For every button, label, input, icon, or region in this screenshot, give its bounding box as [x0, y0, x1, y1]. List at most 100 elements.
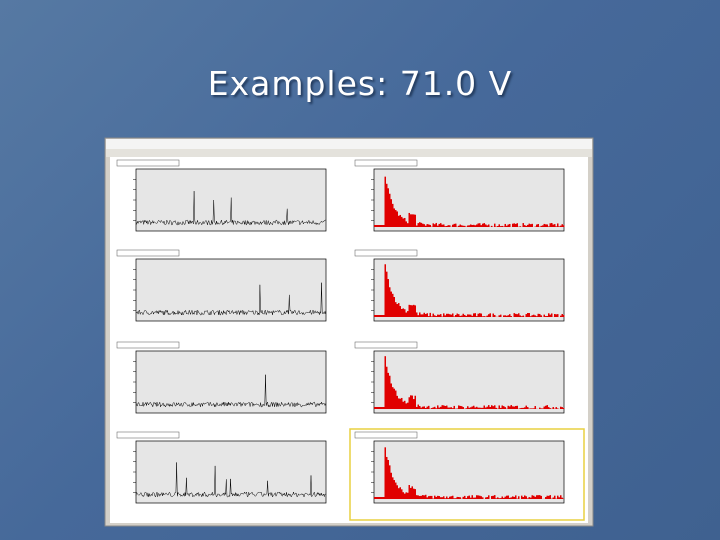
histogram-bar — [462, 225, 464, 227]
histogram-bar — [513, 406, 515, 409]
histogram-bar — [449, 407, 451, 409]
histogram-bar — [375, 497, 377, 499]
histogram-bar — [552, 407, 554, 409]
histogram-bar — [393, 208, 395, 227]
histogram-bar — [453, 223, 455, 227]
histogram-bar — [509, 406, 511, 409]
histogram-bar — [545, 316, 547, 317]
histogram-bar — [389, 193, 391, 227]
histogram-bar — [515, 313, 517, 317]
histogram-bar — [410, 305, 412, 317]
histogram-bar — [506, 225, 508, 227]
histogram-bar — [474, 225, 476, 227]
histogram-bar — [404, 217, 406, 227]
histogram-bar — [411, 395, 413, 409]
histogram-bar — [510, 497, 512, 499]
histogram-bar — [554, 224, 556, 227]
histogram-bar — [551, 223, 553, 227]
histogram-bar — [383, 407, 385, 409]
histogram-bar — [423, 312, 425, 317]
histogram-bar — [452, 408, 454, 409]
histogram-bar — [531, 495, 533, 499]
histogram-bar — [507, 405, 509, 409]
histogram-bar — [453, 498, 455, 499]
histogram-bar — [554, 314, 556, 317]
histogram-bar — [555, 407, 557, 409]
histogram-bar — [402, 218, 404, 227]
histogram-bar — [561, 224, 563, 227]
histogram-bar — [396, 395, 398, 409]
histogram-bar — [438, 223, 440, 227]
histogram-bar — [432, 313, 434, 317]
histogram-bar — [429, 495, 431, 499]
histogram-bar — [479, 495, 481, 499]
histogram-bar — [440, 314, 442, 317]
histogram-bar — [414, 305, 416, 317]
histogram-bar — [555, 226, 557, 227]
histogram-bar — [384, 356, 386, 409]
histogram-bar — [434, 406, 436, 409]
menu-bar — [106, 149, 592, 157]
histogram-bar — [426, 313, 428, 317]
histogram-bar — [531, 315, 533, 317]
histogram-bar — [431, 408, 433, 409]
histogram-bar — [537, 495, 539, 499]
histogram-bar — [441, 497, 443, 499]
histogram-bar — [419, 222, 421, 227]
histogram-bar — [530, 497, 532, 499]
histogram-bar — [525, 405, 527, 409]
histogram-bar — [480, 407, 482, 409]
histogram-bar — [434, 224, 436, 227]
noise-trace — [135, 462, 326, 498]
histogram-bar — [419, 495, 421, 499]
histogram-bar — [516, 314, 518, 317]
histogram-bar — [495, 407, 497, 409]
histogram-bar — [386, 183, 388, 227]
histogram-bar — [375, 225, 377, 227]
histogram-bar — [504, 315, 506, 317]
histogram-bar — [527, 224, 529, 227]
histogram-bar — [534, 406, 536, 409]
histogram-bar — [423, 495, 425, 499]
histogram-bar — [519, 408, 521, 409]
histogram-bar — [465, 315, 467, 317]
histogram-bar — [515, 405, 517, 409]
histogram-bar — [422, 223, 424, 227]
histogram-bar — [449, 225, 451, 227]
histogram-bar — [392, 203, 394, 227]
histogram-bar — [479, 407, 481, 409]
histogram-bar — [411, 305, 413, 317]
histogram-bar — [527, 313, 529, 317]
histogram-bar — [387, 459, 389, 499]
histogram-bar — [467, 314, 469, 317]
histogram-bar — [450, 407, 452, 409]
histogram-bar — [395, 482, 397, 499]
histogram-bar — [477, 495, 479, 499]
histogram-bar — [512, 406, 514, 409]
histogram-bar — [554, 495, 556, 499]
histogram-bar — [380, 407, 382, 409]
histogram-bar — [491, 496, 493, 499]
histogram-bar — [458, 225, 460, 227]
histogram-bar — [539, 495, 541, 499]
histogram-bar — [438, 407, 440, 409]
histogram-bar — [443, 224, 445, 227]
histogram-bar — [407, 223, 409, 227]
histogram-bar — [557, 408, 559, 409]
histogram-bar — [528, 313, 530, 317]
histogram-bar — [488, 224, 490, 227]
histogram-bar — [438, 496, 440, 499]
histogram-bar — [375, 315, 377, 317]
histogram-bar — [440, 497, 442, 499]
histogram-bar — [447, 225, 449, 227]
histogram-bar — [414, 214, 416, 227]
histogram-bar — [498, 315, 500, 317]
histogram-bar — [474, 313, 476, 317]
histogram-bar — [443, 405, 445, 409]
histogram-bar — [416, 495, 418, 499]
histogram-bar — [399, 398, 401, 409]
histogram-bar — [513, 313, 515, 317]
histogram-bar — [483, 223, 485, 227]
histogram-bar — [485, 224, 487, 227]
